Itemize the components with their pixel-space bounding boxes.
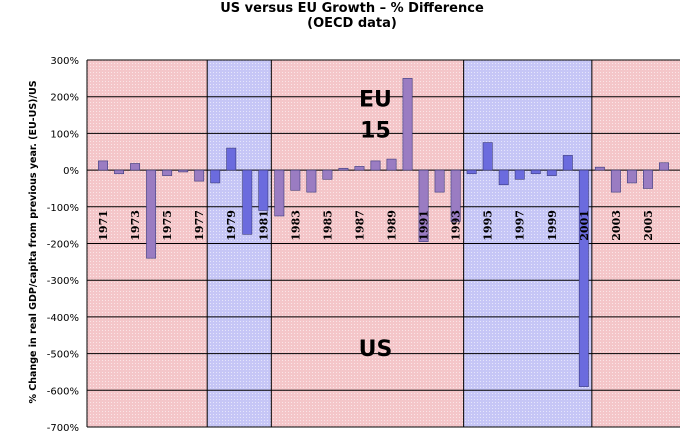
bar-1976 [178,169,189,173]
bar-1988 [370,160,381,171]
bar-1986 [338,167,349,171]
y-tick-300%: 300% [50,56,79,67]
y-tick-100%: 100% [50,129,79,140]
x-tick-1999: 1999 [546,210,559,241]
bar-2005 [642,169,653,189]
bar-1995 [482,142,493,171]
bar-2004 [626,169,637,184]
bar-1974 [146,169,157,259]
bar-1977 [194,169,205,182]
bar-1996 [498,169,509,186]
bar-2006 [659,162,669,171]
bar-1979 [226,147,237,171]
bar-2001 [578,169,589,387]
y-tick--300%: -300% [47,276,79,287]
y-tick--600%: -600% [47,386,79,397]
bar-1994 [466,169,477,175]
y-tick-200%: 200% [50,93,79,104]
bar-2003 [610,169,621,193]
bar-1971 [98,160,108,171]
chart-title: US versus EU Growth – % Difference [220,1,484,16]
bar-1990 [402,78,413,171]
bar-1987 [354,166,365,171]
annotation-1: 15 [360,119,391,144]
x-tick-1983: 1983 [289,210,302,241]
x-tick-1989: 1989 [386,210,399,241]
x-tick-1993: 1993 [450,210,463,241]
x-tick-1991: 1991 [418,210,431,241]
y-tick-labels: 300% 200% 100% 0% -100% -200% -300% -400% -500% -… [47,56,79,431]
x-tick-1981: 1981 [257,210,270,241]
x-tick-1995: 1995 [482,210,495,241]
bar-1981 [258,169,269,211]
bar-1975 [162,169,173,176]
y-tick-0%: 0% [63,166,79,177]
chart-subtitle: (OECD data) [307,16,397,31]
x-tick-1979: 1979 [225,210,238,241]
bar-1973 [130,163,141,171]
x-tick-1985: 1985 [321,210,334,241]
bar-1985 [322,169,333,180]
x-tick-1973: 1973 [129,210,142,241]
bar-series [98,78,669,387]
bar-1992 [434,169,445,193]
y-tick--100%: -100% [47,203,79,214]
x-tick-2005: 2005 [642,210,655,241]
bar-1997 [514,169,525,180]
x-tick-2001: 2001 [578,210,591,241]
x-tick-1977: 1977 [193,210,206,241]
bar-1978 [210,169,221,184]
region-annotations: EU 15 US [359,88,393,363]
y-tick--500%: -500% [47,350,79,361]
bar-1982 [274,169,285,217]
bar-1999 [546,169,557,176]
x-tick-1987: 1987 [353,210,366,241]
bar-1984 [306,169,317,193]
bar-1991 [418,169,429,242]
bar-1972 [114,169,125,175]
x-tick-1975: 1975 [161,210,174,241]
y-tick--200%: -200% [47,240,79,251]
annotation-0: EU [359,88,392,113]
bar-2002 [594,166,605,171]
bar-2000 [562,155,573,171]
bar-1983 [290,169,301,191]
bar-1998 [530,169,541,175]
x-tick-labels: 1971 1973 1975 1977 1979 1981 1983 1985 1987 1989… [97,210,655,241]
y-tick--700%: -700% [47,423,79,431]
y-axis-label: % Change in real GDP/capita from previou… [28,80,39,403]
y-tick--400%: -400% [47,313,79,324]
x-tick-2003: 2003 [610,210,623,241]
bar-1980 [242,169,253,235]
x-tick-1997: 1997 [514,210,527,241]
annotation-2: US [359,337,393,362]
bar-1993 [450,169,461,222]
x-tick-1971: 1971 [97,210,110,241]
bar-1989 [386,158,397,171]
